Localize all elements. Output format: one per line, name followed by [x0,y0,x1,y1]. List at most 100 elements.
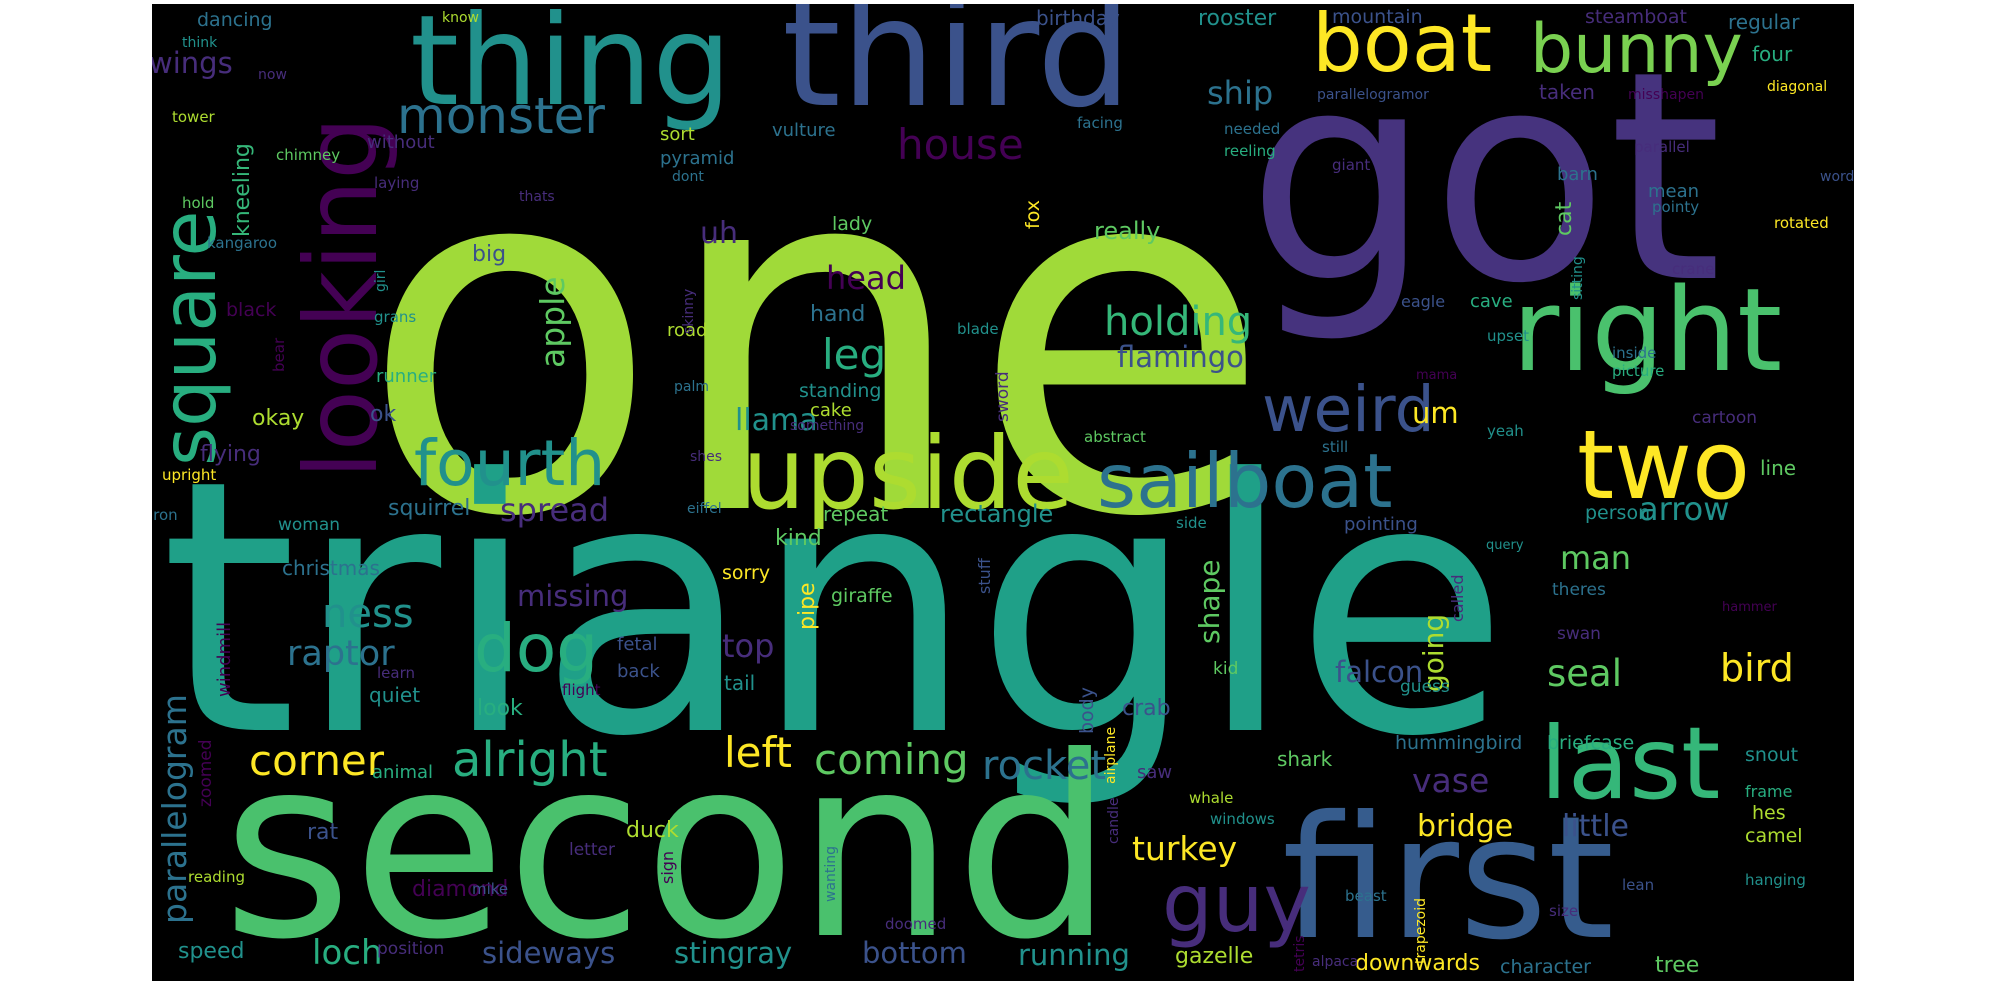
word-kind: kind [775,526,822,551]
word-yeah: yeah [1487,422,1524,440]
word-mama: mama [1416,368,1458,383]
word-quiet: quiet [369,683,421,707]
word-upright: upright [162,466,217,484]
word-crane: crane [1672,260,1715,278]
word-mike: mike [472,880,509,898]
word-inside: inside [1612,344,1657,362]
word-wings: wings [152,46,233,80]
word-speed: speed [178,939,245,964]
word-flying: flying [200,442,261,467]
word-abstract: abstract [1084,428,1146,446]
word-coming: coming [814,735,969,784]
word-hummingbird: hummingbird [1395,732,1523,754]
word-sorry: sorry [722,562,771,584]
word-cake: cake [810,400,852,421]
word-birthday: birthday [1036,6,1120,30]
word-size: size [1549,902,1579,920]
word-parallelogramor: parallelogramor [1317,87,1429,103]
word-whale: whale [1189,789,1234,807]
word-holding: holding [1104,299,1253,345]
word-flight: flight [562,681,601,699]
word-fox: fox [1022,200,1044,229]
word-doomed: doomed [885,915,947,933]
word-pointy: pointy [1652,198,1700,216]
word-two: two [1577,411,1751,521]
word-last: last [1540,705,1721,822]
word-learn: learn [377,664,415,682]
word-know: know [442,10,479,26]
word-giant: giant [1332,156,1371,174]
word-stuff: stuff [975,558,994,594]
word-tail: tail [724,671,756,695]
word-diamond: diamond [412,877,509,902]
word-raptor: raptor [287,634,395,674]
word-bridge: bridge [1417,809,1514,844]
word-um: um [1412,396,1459,430]
word-cartoon: cartoon [1692,408,1757,428]
word-repeat: repeat [823,502,889,526]
word-kangaroo: kangaroo [207,234,278,252]
word-cave: cave [1470,291,1513,312]
word-ok: ok [370,402,397,427]
word-sort: sort [660,124,695,145]
word-mountain: mountain [1332,6,1423,28]
word-rocket: rocket [982,743,1107,789]
word-arrow: arrow [1639,490,1730,528]
word-needed: needed [1224,120,1281,138]
word-taken: taken [1539,80,1595,104]
word-palm: palm [674,379,709,395]
word-bunny: bunny [1530,10,1743,89]
word-uh: uh [700,216,739,251]
word-word: word [1820,169,1854,185]
word-fourth: fourth [414,427,606,500]
word-beast: beast [1345,887,1387,905]
word-skinny: skinny [681,288,697,334]
word-pointing: pointing [1344,514,1418,535]
word-giraffe: giraffe [831,585,893,607]
word-road: road [667,320,708,341]
word-windows: windows [1210,810,1275,828]
word-without: without [367,132,435,153]
word-second: second [222,703,1114,981]
word-sailboat: sailboat [1097,437,1393,525]
word-rectangle: rectangle [940,500,1054,528]
word-diagonal: diagonal [1767,79,1828,95]
word-pyramid: pyramid [660,148,735,169]
word-person: person [1585,502,1651,524]
word-windmill: windmill [214,621,235,697]
word-head: head [826,259,906,297]
word-trapezoid: trapezoid [1413,897,1429,964]
word-guess: guess [1400,677,1450,697]
word-eagle: eagle [1401,292,1446,311]
word-saw: saw [1137,762,1173,783]
word-corner: corner [249,736,385,785]
word-briefcase: briefcase [1547,732,1635,754]
word-running: running [1018,938,1130,972]
word-sideways: sideways [482,936,616,970]
word-four: four [1752,42,1793,66]
word-thats: thats [519,189,555,205]
word-flamingo: flamingo [1117,340,1244,374]
word-okay: okay [252,406,305,431]
word-really: really [1094,217,1161,245]
word-line: line [1760,456,1797,480]
word-weird: weird [1262,373,1435,446]
word-hand: hand [810,302,866,327]
word-duck: duck [626,818,679,843]
word-squirrel: squirrel [388,496,471,521]
word-triangle: triangle [160,405,1510,813]
word-back: back [617,661,660,682]
word-iron: iron [152,506,178,524]
word-animal: animal [372,762,434,783]
word-stingray: stingray [674,936,793,970]
word-sword: sword [993,371,1013,422]
word-pipe: pipe [795,582,820,630]
word-look: look [477,696,523,721]
word-laying: laying [374,174,420,192]
word-reeling: reeling [1224,142,1276,160]
word-think: think [182,35,218,51]
word-upside: upside [742,415,1074,532]
word-upset: upset [1487,327,1529,345]
word-loch: loch [312,933,383,973]
word-sign: sign [658,850,677,884]
